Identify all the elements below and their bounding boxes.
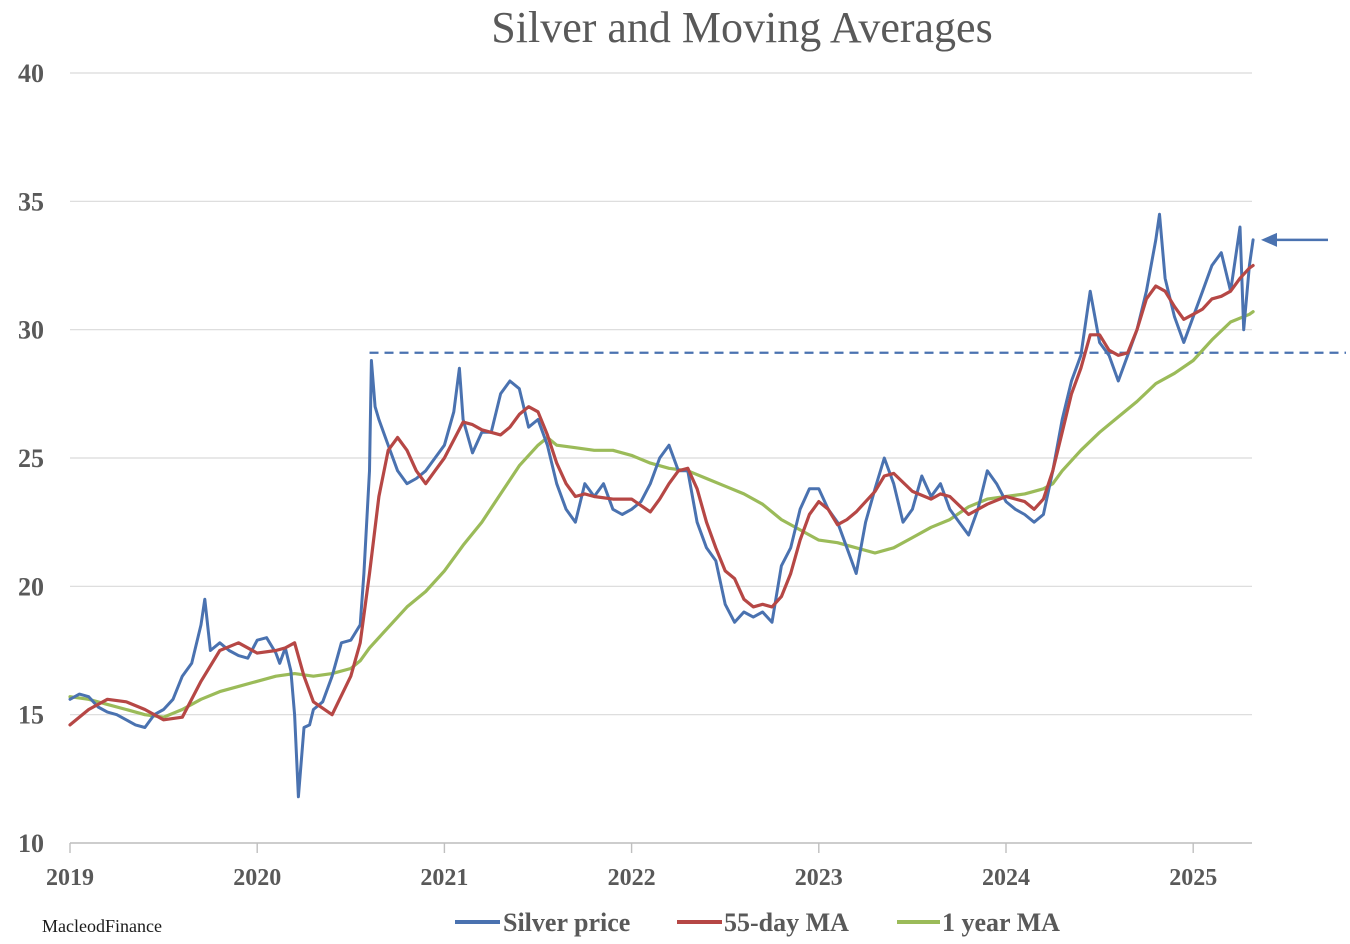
gridlines bbox=[70, 72, 1252, 844]
x-tick-label: 2021 bbox=[420, 865, 468, 891]
y-tick-label: 35 bbox=[18, 187, 44, 216]
y-tick-label: 30 bbox=[18, 316, 44, 345]
legend-label: 55-day MA bbox=[724, 908, 849, 937]
y-tick-label: 25 bbox=[18, 444, 44, 473]
series-lines bbox=[68, 212, 1255, 799]
price-arrow-marker bbox=[1261, 232, 1328, 247]
x-tick-label: 2023 bbox=[795, 865, 843, 891]
y-tick-label: 15 bbox=[18, 701, 44, 730]
series-line-55-day-ma bbox=[68, 263, 1255, 727]
y-tick-label: 40 bbox=[18, 59, 44, 88]
series-line-silver-price bbox=[68, 212, 1255, 799]
legend-label: 1 year MA bbox=[942, 908, 1060, 937]
y-tick-label: 20 bbox=[18, 572, 44, 601]
y-tick-label: 10 bbox=[18, 829, 44, 858]
x-tick-label: 2020 bbox=[233, 865, 281, 891]
arrow-head-icon bbox=[1261, 232, 1277, 247]
y-axis-ticks: 10 15 20 25 30 35 40 bbox=[18, 59, 44, 858]
x-tick-label: 2025 bbox=[1169, 865, 1217, 891]
legend: Silver price 55-day MA 1 year MA bbox=[455, 908, 1060, 937]
legend-label: Silver price bbox=[503, 908, 630, 937]
x-tick-label: 2022 bbox=[608, 865, 656, 891]
credit-label: MacleodFinance bbox=[42, 916, 162, 936]
chart-title: Silver and Moving Averages bbox=[491, 3, 992, 52]
x-axis: 2019 2020 2021 2022 2023 2024 2025 bbox=[46, 842, 1252, 891]
x-tick-label: 2024 bbox=[982, 865, 1030, 891]
series-line-1-year-ma bbox=[68, 310, 1255, 719]
x-tick-label: 2019 bbox=[46, 865, 94, 891]
